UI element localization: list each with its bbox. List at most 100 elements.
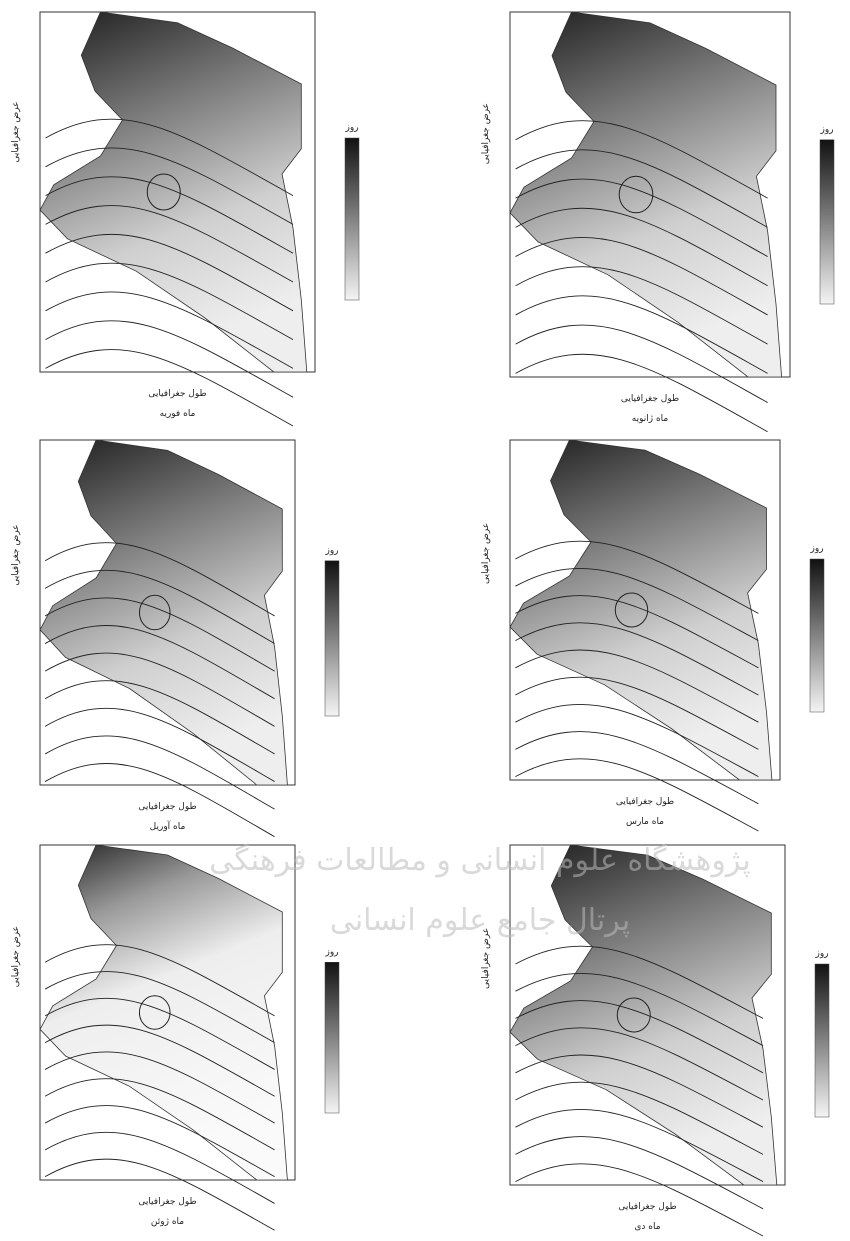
contour-line — [515, 703, 759, 777]
contour-line — [515, 1136, 764, 1210]
contour-line — [515, 649, 759, 723]
y-axis-label: عرض جغرافیایی — [11, 926, 21, 987]
region-map — [39, 439, 288, 786]
region-map — [509, 439, 773, 781]
contour-line — [44, 625, 275, 700]
contour-line — [515, 149, 768, 228]
colorbar-label: روز — [819, 125, 833, 135]
y-axis-label: عرض جغرافیایی — [11, 101, 21, 162]
contour-line — [45, 349, 294, 427]
contour-line — [44, 569, 275, 644]
contour-line — [618, 175, 654, 214]
colorbar-label: روز — [324, 546, 338, 556]
map-panel: روز طول جغرافیایی عرض جغرافیایی ماه دی — [481, 844, 830, 1237]
colorbar — [324, 962, 340, 1114]
contour-line — [44, 1051, 275, 1124]
map-panel: روز طول جغرافیایی عرض جغرافیایی ماه ژانویه — [481, 11, 835, 433]
y-axis-label: عرض جغرافیایی — [481, 103, 491, 164]
contour-line — [45, 320, 294, 398]
panel-caption: ماه ژانویه — [632, 414, 669, 424]
contour-line — [515, 1081, 764, 1155]
contour-line — [44, 1131, 275, 1204]
y-axis-label: عرض جغرافیایی — [481, 523, 491, 584]
contour-line — [44, 597, 275, 672]
y-axis-label: عرض جغرافیایی — [481, 928, 491, 989]
contour-line — [44, 971, 275, 1044]
contour-line — [44, 944, 275, 1017]
contour-line — [515, 1163, 764, 1237]
panel-caption: ماه فوریه — [160, 409, 196, 419]
contour-line — [146, 173, 181, 211]
contour-line — [515, 178, 768, 257]
contour-line — [44, 680, 275, 755]
map-panel: روز طول جغرافیایی عرض جغرافیایی ماه آوریل — [11, 439, 340, 838]
contour-line — [45, 147, 294, 225]
contour-line — [515, 1108, 764, 1182]
contour-line — [515, 353, 768, 433]
contour-line — [45, 176, 294, 254]
contour-line — [44, 1078, 275, 1151]
y-axis-label: عرض جغرافیایی — [11, 524, 21, 585]
contour-line — [515, 567, 759, 641]
contour-line — [515, 540, 759, 614]
colorbar-label: روز — [809, 544, 823, 554]
region-map — [39, 844, 288, 1181]
contour-line — [138, 594, 171, 631]
colorbar — [814, 963, 830, 1118]
contour-line — [44, 652, 275, 727]
watermark: پرتال جامع علوم انسانی — [330, 903, 630, 938]
region-map — [39, 11, 308, 373]
colorbar-label: روز — [814, 949, 828, 959]
contour-line — [44, 763, 275, 838]
panel-caption: ماه مارس — [626, 817, 664, 827]
contour-line — [515, 207, 768, 287]
contour-line — [44, 1158, 275, 1231]
map-panel: روز طول جغرافیایی عرض جغرافیایی ماه مارس — [481, 439, 825, 832]
contour-line — [515, 266, 768, 345]
x-axis-label: طول جغرافیایی — [618, 1202, 676, 1212]
region-map — [509, 11, 783, 378]
contour-line — [515, 676, 759, 750]
x-axis-label: طول جغرافیایی — [621, 394, 679, 404]
contour-line — [44, 735, 275, 810]
contour-line — [515, 237, 768, 316]
contour-line — [515, 758, 759, 832]
colorbar — [819, 139, 835, 305]
contour-line — [515, 1054, 764, 1128]
contour-line — [44, 997, 275, 1070]
map-panel: روز طول جغرافیایی عرض جغرافیایی ماه فوریه — [11, 11, 360, 427]
region-map — [509, 844, 778, 1186]
panel-caption: ماه ژوئن — [151, 1217, 184, 1227]
contour-line — [515, 945, 764, 1019]
x-axis-label: طول جغرافیایی — [148, 389, 206, 399]
colorbar — [809, 558, 825, 713]
contour-line — [515, 120, 768, 199]
colorbar — [344, 137, 360, 301]
colorbar-label: روز — [324, 947, 338, 957]
contour-line — [138, 995, 171, 1030]
contour-line — [515, 1027, 764, 1101]
contour-line — [45, 291, 294, 369]
panel-caption: ماه آوریل — [150, 820, 186, 832]
x-axis-label: طول جغرافیایی — [616, 797, 674, 807]
contour-line — [45, 262, 294, 340]
x-axis-label: طول جغرافیایی — [138, 802, 196, 812]
contour-line — [515, 972, 764, 1046]
contour-line — [515, 324, 768, 403]
contour-line — [44, 542, 275, 617]
watermark: پژوهشگاه علوم انسانی و مطالعات فرهنگی — [209, 843, 751, 878]
x-axis-label: طول جغرافیایی — [138, 1197, 196, 1207]
contour-line — [515, 731, 759, 805]
contour-line — [44, 1105, 275, 1178]
colorbar — [324, 560, 340, 717]
contour-line — [45, 205, 294, 283]
contour-line — [515, 622, 759, 696]
contour-line — [616, 997, 651, 1033]
contour-line — [45, 233, 294, 312]
map-panel: روز طول جغرافیایی عرض جغرافیایی ماه ژوئن — [11, 844, 340, 1231]
contour-line — [44, 1024, 275, 1097]
contour-line — [515, 595, 759, 669]
contour-line — [44, 707, 275, 782]
